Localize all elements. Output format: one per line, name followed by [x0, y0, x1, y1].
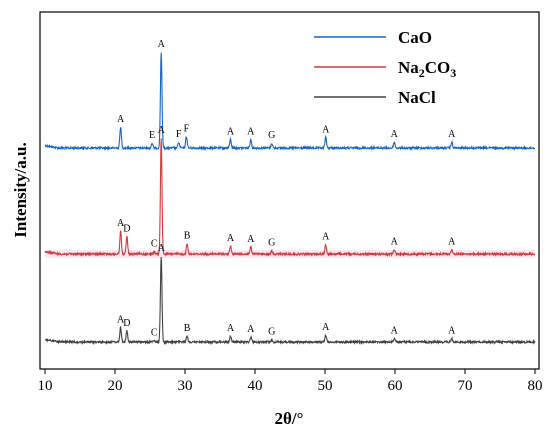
peak-label: A — [227, 233, 235, 244]
peak-label: C — [151, 327, 158, 338]
series-line-na2co3 — [44, 138, 536, 258]
peak-label: A — [227, 126, 235, 137]
x-axis-title: 2θ/° — [275, 409, 304, 428]
peak-label: A — [247, 234, 255, 245]
peak-label: A — [247, 324, 255, 335]
peak-label: D — [123, 224, 130, 235]
legend-label-na2co3: Na2CO3 — [398, 58, 456, 80]
peak-label: F — [176, 129, 182, 140]
legend-label-cao: CaO — [398, 28, 432, 47]
peak-label: A — [448, 326, 456, 337]
peak-label: A — [322, 322, 330, 333]
peak-label: A — [117, 218, 125, 229]
peak-label: E — [149, 130, 155, 141]
peak-label: A — [158, 243, 166, 254]
series-traces — [44, 52, 536, 346]
peak-label: A — [158, 39, 166, 50]
peak-label: D — [123, 318, 130, 329]
legend: CaO Na2CO3 NaCl — [314, 28, 456, 107]
x-tick-label: 20 — [108, 378, 123, 394]
peak-label: A — [391, 129, 399, 140]
peak-label: G — [268, 130, 275, 141]
peak-label: A — [322, 232, 330, 243]
x-tick-label: 50 — [318, 378, 333, 394]
series-line-nacl — [44, 256, 536, 346]
series-line-cao — [44, 52, 536, 152]
peak-label: G — [268, 238, 275, 249]
x-tick-label: 30 — [178, 378, 193, 394]
peak-label: B — [184, 231, 191, 242]
plot-frame — [39, 11, 540, 370]
peak-label: A — [227, 323, 235, 334]
peak-label: A — [391, 236, 399, 247]
y-axis-title: Intensity/a.u. — [11, 142, 30, 237]
peak-label: F — [184, 123, 190, 134]
peak-label: C — [151, 239, 158, 250]
peak-label: A — [247, 126, 255, 137]
x-tick-label: 40 — [248, 378, 263, 394]
peak-label: A — [391, 326, 399, 337]
peak-label: A — [158, 125, 166, 136]
x-tick-label: 70 — [458, 378, 473, 394]
peak-label: B — [184, 323, 191, 334]
x-axis-ticks: 10 20 30 40 50 60 70 80 — [38, 369, 543, 394]
x-tick-label: 60 — [388, 378, 403, 394]
peak-label: A — [448, 236, 456, 247]
peak-label: A — [448, 129, 456, 140]
x-tick-label: 80 — [528, 378, 543, 394]
peak-label: A — [117, 314, 125, 325]
legend-label-nacl: NaCl — [398, 88, 436, 107]
peak-label: G — [268, 326, 275, 337]
peak-label: A — [322, 124, 330, 135]
peak-label: A — [117, 114, 125, 125]
x-tick-label: 10 — [38, 378, 53, 394]
